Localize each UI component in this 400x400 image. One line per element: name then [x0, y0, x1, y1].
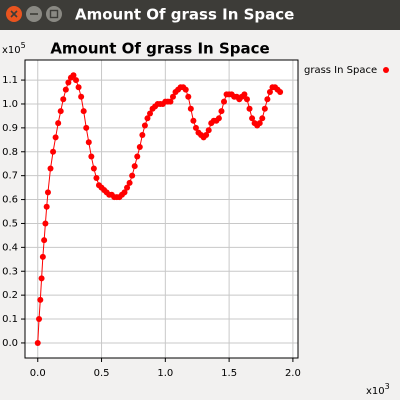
data-point: [73, 77, 80, 84]
data-point: [169, 93, 176, 100]
maximize-icon: [49, 9, 59, 19]
y-multiplier-base: x10: [2, 45, 21, 56]
x-multiplier: x103: [366, 382, 390, 398]
y-tick-label: 0.8: [2, 147, 18, 158]
data-point: [78, 93, 85, 100]
data-point: [190, 117, 197, 124]
data-point: [55, 120, 62, 127]
x-multiplier-exponent: 3: [385, 382, 390, 391]
data-point: [249, 115, 256, 122]
data-point: [221, 98, 228, 105]
data-point: [266, 89, 273, 96]
data-point: [41, 237, 48, 244]
x-tick-label: 0.0: [30, 368, 46, 379]
y-tick-label: 0.0: [2, 338, 18, 349]
chart-title: Amount Of grass In Space: [50, 40, 269, 58]
data-point: [126, 179, 133, 186]
data-point: [36, 316, 43, 323]
data-point: [83, 124, 90, 131]
legend-marker: [383, 67, 389, 73]
data-point: [124, 184, 131, 191]
plot-area: [25, 60, 298, 358]
data-point: [256, 120, 263, 127]
data-point: [75, 84, 82, 91]
data-point: [187, 105, 194, 112]
data-point: [261, 105, 268, 112]
data-point: [131, 163, 138, 170]
data-point: [139, 132, 146, 139]
x-tick-label: 1.0: [157, 368, 173, 379]
data-point: [185, 93, 192, 100]
data-point: [57, 108, 64, 115]
plot-border: [24, 59, 299, 359]
data-point: [243, 96, 250, 103]
data-point: [147, 110, 154, 117]
data-point: [65, 79, 72, 86]
y-tick-label: 0.2: [2, 290, 18, 301]
title-bar: [0, 0, 400, 30]
data-point: [43, 203, 50, 210]
data-point: [44, 189, 51, 196]
data-point: [90, 165, 97, 172]
data-point: [39, 253, 46, 260]
y-tick-label: 1.0: [2, 99, 18, 110]
y-tick-label: 0.1: [2, 314, 18, 325]
y-multiplier: x105: [2, 41, 26, 57]
data-point: [34, 339, 41, 346]
y-tick-label: 0.3: [2, 266, 18, 277]
y-tick-label: 0.9: [2, 123, 18, 134]
legend-label: grass In Space: [304, 65, 377, 76]
data-point: [241, 91, 248, 98]
data-point: [93, 175, 100, 182]
data-point: [121, 189, 128, 196]
y-tick-label: 0.7: [2, 171, 18, 182]
data-point: [60, 96, 67, 103]
maximize-button[interactable]: [46, 6, 62, 22]
y-tick-label: 0.5: [2, 218, 18, 229]
close-icon: [10, 10, 18, 18]
y-tick-label: 0.4: [2, 242, 18, 253]
data-point: [47, 165, 54, 172]
data-point: [192, 124, 199, 131]
window-title: Amount Of grass In Space: [75, 6, 294, 24]
data-point: [80, 108, 87, 115]
data-point: [259, 115, 266, 122]
data-point: [85, 139, 92, 146]
x-multiplier-base: x10: [366, 386, 385, 397]
data-point: [205, 127, 212, 134]
data-point: [42, 220, 49, 227]
data-point: [144, 115, 151, 122]
data-point: [203, 132, 210, 139]
data-point: [182, 86, 189, 93]
data-point: [136, 143, 143, 150]
data-point: [88, 153, 95, 160]
y-multiplier-exponent: 5: [21, 41, 26, 50]
data-point: [62, 86, 69, 93]
x-tick-label: 1.5: [221, 368, 237, 379]
data-point: [141, 122, 148, 129]
data-point: [167, 98, 174, 105]
data-point: [264, 96, 271, 103]
data-point: [70, 72, 77, 79]
data-point: [218, 108, 225, 115]
y-tick-label: 0.6: [2, 195, 18, 206]
x-tick-label: 2.0: [285, 368, 301, 379]
data-point: [129, 172, 136, 179]
data-point: [50, 148, 57, 155]
data-point: [246, 105, 253, 112]
x-tick-label: 0.5: [94, 368, 110, 379]
data-point: [277, 89, 284, 96]
data-point: [215, 115, 222, 122]
y-tick-label: 1.1: [2, 75, 18, 86]
data-point: [134, 153, 141, 160]
data-point: [52, 134, 59, 141]
data-point: [37, 296, 44, 303]
data-point: [38, 275, 45, 282]
